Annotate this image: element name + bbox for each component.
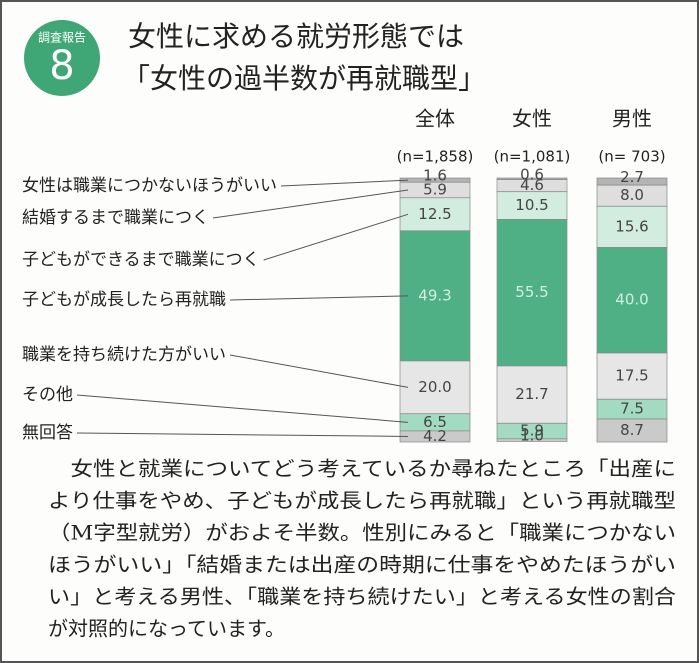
value-label: 8.7 [620, 421, 644, 439]
value-label: 21.7 [515, 385, 548, 403]
value-label: 20.0 [418, 378, 451, 396]
value-label: 15.6 [615, 217, 648, 235]
bar-segment [596, 352, 668, 400]
badge-number: 8 [49, 43, 74, 89]
title: 女性に求める就労形態では [128, 20, 464, 53]
legend-label: その他 [22, 385, 73, 405]
bar-segment [496, 365, 568, 424]
legend-label: 女性は職業につかないほうがいい [22, 176, 277, 196]
leader-line [263, 213, 409, 261]
bar-segment [496, 438, 568, 442]
value-label: 0.6 [520, 165, 544, 183]
column-header: 全体 [415, 107, 455, 131]
bar-segment [596, 418, 668, 443]
value-label: 5.9 [520, 422, 544, 440]
body-text: より仕事をやめ、子どもが成長したら再就職」という再就職型 [48, 489, 676, 513]
leader-line [280, 179, 409, 187]
value-label: 49.3 [418, 286, 451, 304]
legend-label: 子どもが成長したら再就職 [22, 290, 226, 310]
value-label: 10.5 [515, 196, 548, 214]
bar-segment [496, 191, 568, 220]
bar-segment [596, 247, 668, 354]
body-text: い」と考える男性、「職業を持ち続けたい」と考える女性の割合 [48, 585, 676, 609]
value-label: 55.5 [515, 283, 548, 301]
body-text: 女性と就業についてどう考えているか尋ねたところ「出産に [48, 457, 676, 481]
badge-label: 調査報告 [38, 31, 86, 45]
value-label: 4.2 [423, 427, 447, 445]
bar-segment [399, 230, 471, 362]
value-label: 2.7 [620, 168, 644, 186]
leader-line [229, 295, 409, 301]
column-header: 女性 [512, 107, 552, 131]
body-text: が対照的になっています。 [48, 617, 285, 641]
value-label: 8.0 [620, 186, 644, 204]
badge [24, 20, 100, 96]
legend-label: 子どもができるまで職業につく [22, 250, 260, 270]
value-label: 6.5 [423, 413, 447, 431]
n-label: (n= 703) [598, 148, 665, 166]
value-label: 1.0 [520, 427, 544, 445]
value-label: 5.9 [423, 181, 447, 199]
bar-segment [399, 197, 471, 232]
body-text: （M字型就労）がおよそ半数。性別にみると「職業につかない [48, 521, 676, 545]
bar-segment [399, 360, 471, 415]
n-label: (n=1,858) [397, 148, 474, 166]
leader-line [76, 394, 409, 423]
legend-label: 結婚するまで職業につく [22, 208, 209, 228]
legend-label: 無回答 [22, 423, 73, 443]
bar-segment [496, 219, 568, 367]
body-text: ほうがいい」「結婚または出産の時期に仕事をやめたほうがい [48, 553, 676, 577]
column-header: 男性 [612, 107, 652, 131]
legend-label: 職業を持ち続けた方がいい [22, 345, 226, 365]
bar-segment [596, 205, 668, 248]
leader-line [229, 354, 409, 388]
leader-line [212, 189, 409, 219]
value-label: 12.5 [418, 205, 451, 223]
title: 「女性の過半数が再就職型」 [122, 62, 486, 95]
value-label: 17.5 [615, 367, 648, 385]
leader-line [76, 432, 409, 437]
value-label: 7.5 [620, 400, 644, 418]
value-label: 1.6 [423, 167, 447, 185]
value-label: 4.6 [520, 176, 544, 194]
n-label: (n=1,081) [494, 148, 571, 166]
value-label: 40.0 [615, 291, 648, 309]
